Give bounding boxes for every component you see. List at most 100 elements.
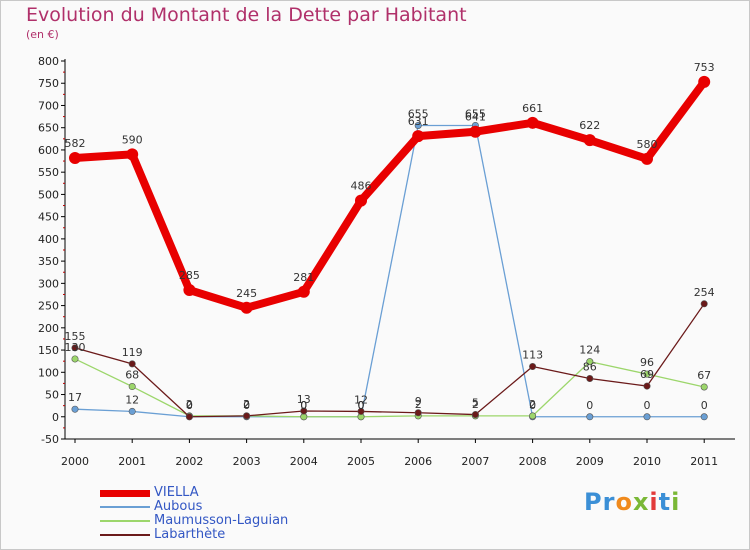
legend-label-labarthete: Labarthète	[154, 527, 226, 542]
y-tick-label: 650	[38, 122, 59, 135]
data-label: 0	[529, 399, 536, 412]
series-point-2	[586, 358, 594, 366]
y-tick-label: 800	[38, 55, 59, 68]
logo-letter: P	[584, 488, 603, 516]
data-label: 2	[472, 398, 479, 411]
y-tick-label: 300	[38, 277, 59, 290]
logo-letter: i	[649, 488, 659, 516]
series-point-0	[183, 284, 196, 297]
series-point-0	[583, 134, 596, 147]
logo-letter: x	[632, 488, 650, 516]
x-tick-label: 2002	[175, 455, 203, 468]
data-label: 285	[179, 269, 200, 282]
y-tick-label: 350	[38, 255, 59, 268]
data-label: 0	[358, 399, 365, 412]
series-point-0	[698, 75, 711, 88]
series-point-3	[586, 375, 594, 383]
data-label: 0	[644, 399, 651, 412]
y-tick-label: 750	[38, 77, 59, 90]
series-point-1	[643, 413, 651, 421]
x-tick-label: 2003	[233, 455, 261, 468]
data-label: 0	[186, 399, 193, 412]
y-tick-label: 550	[38, 166, 59, 179]
logo-letter: t	[658, 488, 672, 516]
data-label: 254	[694, 286, 715, 299]
data-label: 69	[640, 368, 654, 381]
data-label: 281	[293, 271, 314, 284]
series-point-0	[126, 148, 139, 161]
series-point-1	[586, 413, 594, 421]
x-tick-label: 2007	[461, 455, 489, 468]
series-line-1	[74, 124, 705, 418]
data-label: 17	[68, 391, 82, 404]
series-line-2	[74, 358, 705, 418]
y-tick-label: 150	[38, 344, 59, 357]
series-point-3	[357, 407, 365, 415]
data-label: 655	[465, 107, 486, 120]
data-label: 67	[697, 369, 711, 382]
data-label: 96	[640, 356, 654, 369]
legend-swatch-aubous	[100, 506, 150, 508]
x-tick-label: 2004	[290, 455, 318, 468]
series-line-3	[74, 303, 705, 418]
series-point-2	[71, 355, 79, 363]
legend-swatch-viella	[100, 490, 150, 497]
data-label: 5	[472, 397, 479, 410]
data-label: 245	[236, 287, 257, 300]
series-point-2	[529, 412, 537, 420]
data-label: 0	[300, 399, 307, 412]
x-tick-label: 2005	[347, 455, 375, 468]
y-tick-label: 700	[38, 99, 59, 112]
data-label: 631	[408, 115, 429, 128]
series-point-3	[529, 363, 537, 371]
data-label: 486	[351, 180, 372, 193]
series-point-3	[243, 412, 251, 420]
data-label: 12	[354, 393, 368, 406]
data-label: 2	[243, 398, 250, 411]
series-point-1	[128, 407, 136, 415]
data-label: 86	[583, 361, 597, 374]
data-label: 68	[125, 369, 139, 382]
y-tick-label: 200	[38, 322, 59, 335]
series-point-0	[69, 151, 81, 164]
data-label: 113	[522, 349, 543, 362]
data-label: 0	[701, 399, 708, 412]
x-tick-label: 2010	[633, 455, 661, 468]
series-point-3	[643, 382, 651, 390]
data-label: 661	[522, 102, 543, 115]
legend-label-aubous: Aubous	[154, 499, 203, 514]
chart-title: Evolution du Montant de la Dette par Hab…	[26, 4, 467, 26]
data-label: 0	[300, 399, 307, 412]
x-tick-label: 2006	[404, 455, 432, 468]
data-label: 622	[579, 119, 600, 132]
y-tick-label: 0	[52, 411, 59, 424]
series-point-3	[71, 344, 79, 352]
series-line-0	[71, 77, 709, 312]
series-point-3	[700, 300, 708, 308]
data-label: 124	[579, 344, 600, 357]
data-label: 12	[125, 393, 139, 406]
series-point-1	[700, 413, 708, 421]
x-tick-label: 2008	[519, 455, 547, 468]
series-point-3	[471, 411, 479, 419]
legend-label-maumusson: Maumusson-Laguian	[154, 513, 289, 528]
chart-subtitle: (en €)	[26, 28, 59, 41]
series-point-2	[128, 383, 136, 391]
series-point-3	[128, 360, 136, 368]
series-point-0	[355, 194, 367, 207]
y-tick-label: 250	[38, 300, 59, 313]
logo-letter: o	[615, 488, 633, 516]
data-label: 13	[297, 393, 311, 406]
series-point-0	[240, 301, 253, 314]
proxiti-logo: Proxiti	[584, 488, 680, 516]
data-label: 580	[637, 138, 658, 151]
series-point-3	[414, 409, 422, 417]
x-tick-label: 2000	[61, 455, 89, 468]
data-label: 0	[358, 399, 365, 412]
series-point-0	[641, 152, 653, 165]
legend-swatch-labarthete	[100, 534, 150, 536]
data-label: 9	[415, 395, 422, 408]
data-label: 753	[694, 61, 715, 74]
data-label: 590	[122, 133, 143, 146]
